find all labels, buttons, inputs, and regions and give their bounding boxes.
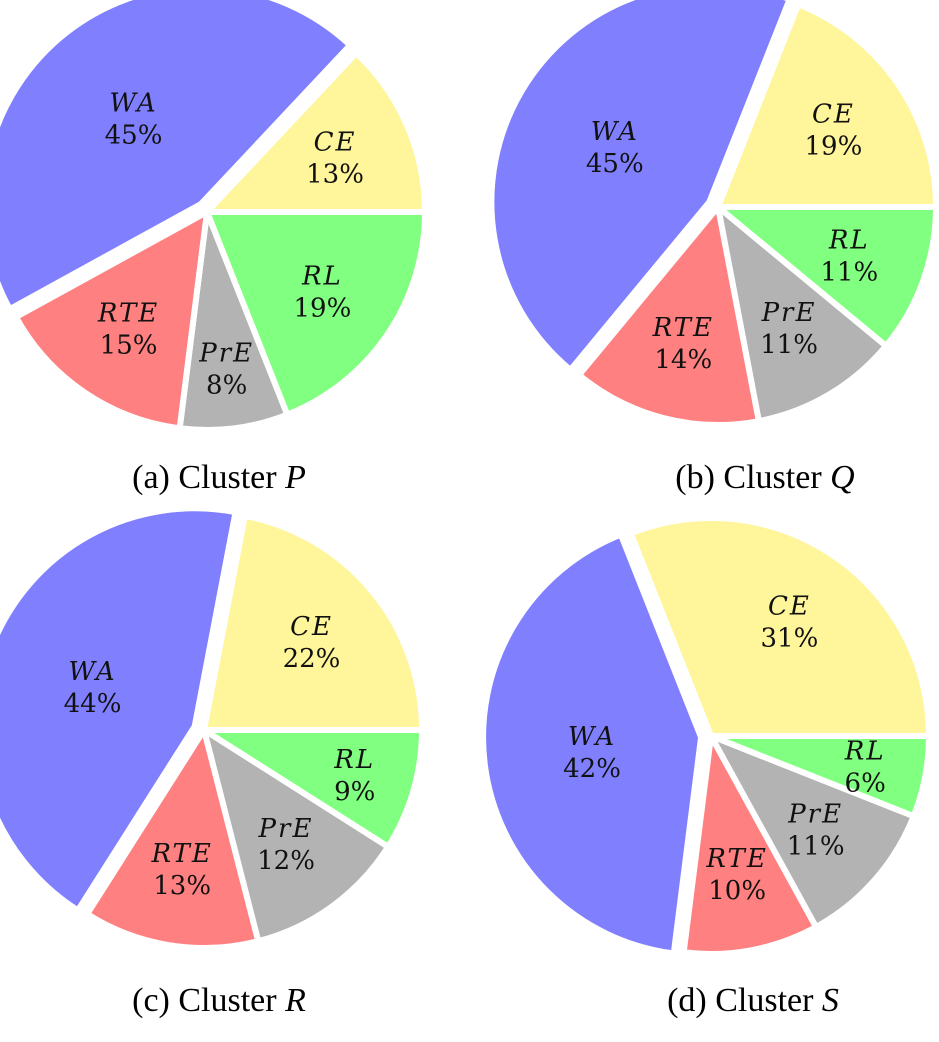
pie-slice-rl xyxy=(201,727,425,850)
caption-space xyxy=(277,459,286,496)
pie-slice-pre xyxy=(715,204,889,425)
slice-label-rl: RL xyxy=(844,736,886,766)
slice-label-ce: CE xyxy=(812,100,855,130)
slice-percent-wa: 44% xyxy=(64,689,122,719)
caption-prefix: (c) Cluster xyxy=(132,982,277,1019)
caption-space xyxy=(813,982,822,1019)
slice-percent-pre: 11% xyxy=(787,831,845,861)
caption-variable: R xyxy=(284,982,306,1019)
slice-percent-wa: 45% xyxy=(586,149,644,179)
caption-space xyxy=(822,459,831,496)
slice-label-rl: RL xyxy=(828,225,870,255)
slice-label-pre: PrE xyxy=(761,298,817,328)
pie-slice-ce xyxy=(627,515,932,739)
pie-slice-rte xyxy=(680,733,820,957)
slice-percent-pre: 12% xyxy=(257,846,315,876)
slice-percent-rte: 14% xyxy=(654,345,712,375)
slice-percent-rte: 10% xyxy=(708,876,766,906)
slice-label-wa: WA xyxy=(591,117,639,147)
slice-label-pre: PrE xyxy=(258,814,314,844)
slice-label-rl: RL xyxy=(301,261,343,291)
slice-percent-ce: 13% xyxy=(306,160,364,190)
pie-slice-ce xyxy=(201,512,425,733)
slice-label-ce: CE xyxy=(768,592,811,622)
pie-slice-rte xyxy=(84,727,262,951)
slice-percent-pre: 8% xyxy=(206,371,247,401)
slice-label-rte: RTE xyxy=(97,298,159,328)
slice-percent-pre: 11% xyxy=(760,330,818,360)
slice-label-ce: CE xyxy=(314,128,357,158)
pie-slice-wa xyxy=(480,531,705,957)
pie-slice-pre xyxy=(708,733,917,931)
slice-label-wa: WA xyxy=(68,657,116,687)
pie-slice-ce xyxy=(204,50,428,215)
slice-label-rte: RTE xyxy=(705,844,767,874)
chart-caption: (d) Cluster S xyxy=(667,982,839,1019)
slice-percent-rl: 6% xyxy=(845,768,886,798)
chart-caption: (b) Cluster Q xyxy=(675,459,854,496)
slice-label-rte: RTE xyxy=(150,839,212,869)
pie-slice-rte xyxy=(576,204,762,428)
slice-percent-rl: 11% xyxy=(820,257,878,287)
slice-label-rte: RTE xyxy=(652,313,714,343)
pie-slice-wa xyxy=(0,0,354,313)
caption-variable: S xyxy=(822,982,839,1019)
pie-slice-rl xyxy=(204,209,428,418)
caption-variable: Q xyxy=(830,459,855,496)
slice-percent-ce: 19% xyxy=(804,132,862,162)
slice-percent-rte: 15% xyxy=(100,330,158,360)
slice-label-rl: RL xyxy=(333,745,375,775)
chart-caption: (a) Cluster P xyxy=(132,459,306,496)
slice-label-ce: CE xyxy=(290,612,333,642)
pie-slice-rte xyxy=(12,209,210,432)
slice-label-wa: WA xyxy=(568,722,616,752)
pie-slice-rl xyxy=(715,204,939,349)
pie-slice-pre xyxy=(201,727,392,945)
caption-space xyxy=(277,982,286,1019)
pie-slice-wa xyxy=(0,505,239,914)
caption-prefix: (d) Cluster xyxy=(667,982,814,1019)
slice-percent-rl: 19% xyxy=(293,293,351,323)
slice-percent-wa: 42% xyxy=(563,754,621,784)
slice-label-wa: WA xyxy=(109,88,157,118)
slice-label-pre: PrE xyxy=(198,339,254,369)
slice-label-pre: PrE xyxy=(787,799,843,829)
slice-percent-rte: 13% xyxy=(153,871,211,901)
slice-percent-ce: 31% xyxy=(761,624,819,654)
caption-prefix: (a) Cluster xyxy=(132,459,277,496)
pie-slice-ce xyxy=(715,1,939,210)
caption-prefix: (b) Cluster xyxy=(675,459,822,496)
chart-caption: (c) Cluster R xyxy=(132,982,306,1019)
caption-variable: P xyxy=(284,459,306,496)
slice-percent-rl: 9% xyxy=(334,777,375,807)
slice-percent-wa: 45% xyxy=(105,120,163,150)
pie-slice-wa xyxy=(488,0,793,373)
slice-percent-ce: 22% xyxy=(283,644,341,674)
